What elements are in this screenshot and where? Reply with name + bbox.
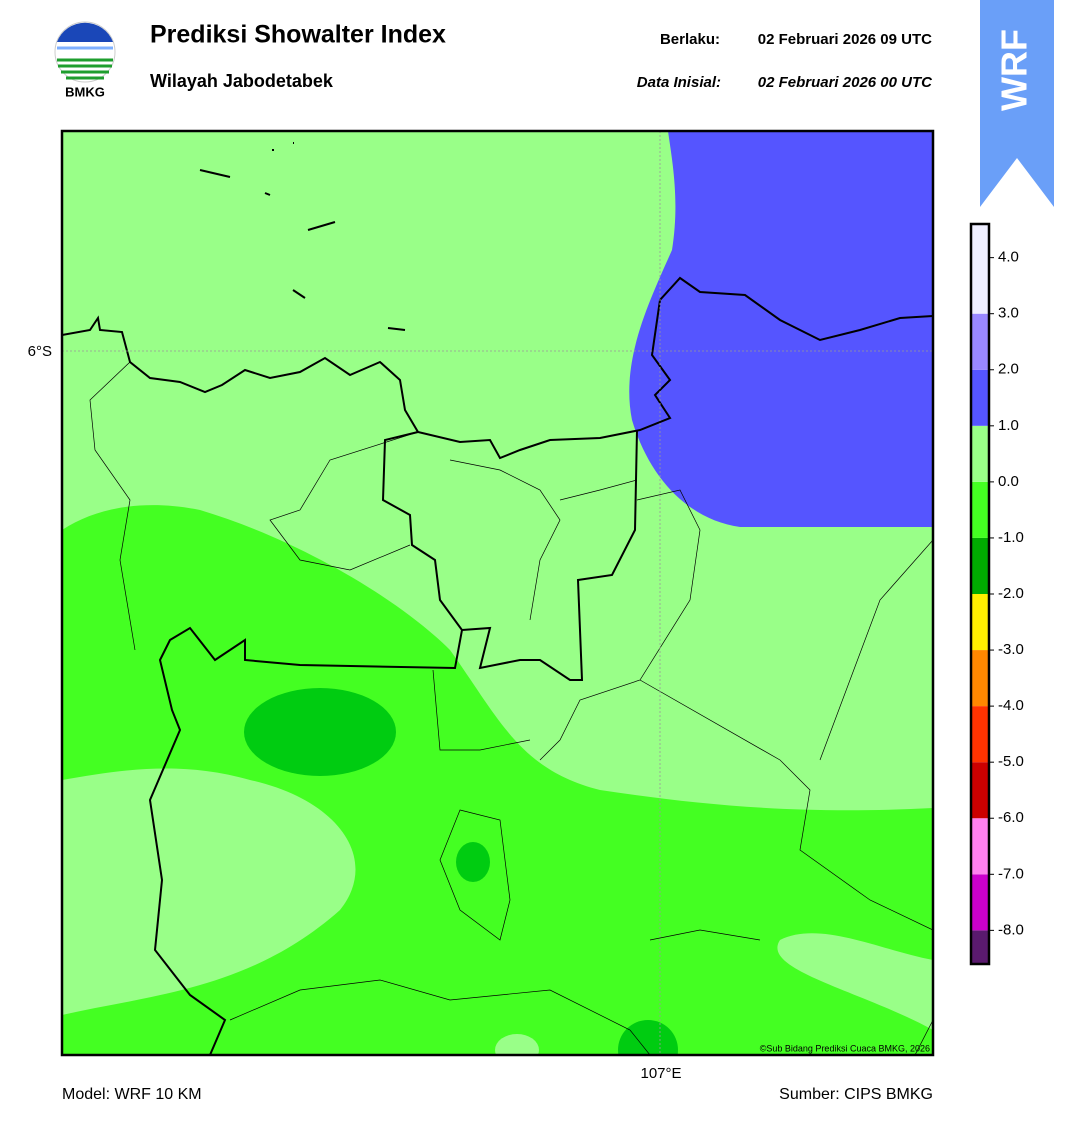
map: ©Sub Bidang Prediksi Cuaca BMKG, 2026 [60,129,935,1057]
tick-label: 1.0 [998,417,1019,434]
credit: ©Sub Bidang Prediksi Cuaca BMKG, 2026 [760,1043,930,1053]
subtitle: Wilayah Jabodetabek [150,71,334,91]
valid-label: Berlaku: [660,31,720,48]
init-label: Data Inisial: [637,74,721,91]
valid-time: 02 Februari 2026 09 UTC [758,31,932,48]
tick-label: 3.0 [998,305,1019,322]
logo: BMKG [54,21,116,99]
color-bin [971,762,989,819]
dark-green-area [618,1020,678,1055]
tick-label: 2.0 [998,361,1019,378]
province-border [148,431,464,1055]
tick-label: 4.0 [998,249,1019,266]
color-bin [971,594,989,651]
blue-region [629,131,933,527]
lat-label: 6°S [28,343,52,360]
tick-label: -8.0 [998,921,1024,938]
tick-label: -1.0 [998,529,1024,546]
island [199,142,406,331]
badge-text: WRF [994,29,1035,111]
light-area [495,1034,539,1055]
badge [980,0,1054,207]
tick-label: 0.0 [998,473,1019,490]
color-bin [971,706,989,763]
lon-label: 107°E [640,1065,681,1082]
tick-label: -2.0 [998,585,1024,602]
footer-model: Model: WRF 10 KM [62,1086,202,1103]
color-bin [971,818,989,875]
color-bin [971,537,989,594]
green-region [62,505,933,1055]
tick-label: -6.0 [998,809,1024,826]
color-bin [971,930,989,964]
init-time: 02 Februari 2026 00 UTC [758,74,933,91]
color-bin [971,874,989,931]
logo-text: BMKG [65,84,105,99]
color-bin [971,650,989,707]
title: Prediksi Showalter Index [150,21,446,49]
district-border [89,361,933,1055]
color-bin [971,425,989,482]
tick-label: -4.0 [998,697,1024,714]
tick-label: -3.0 [998,641,1024,658]
coastline [62,276,933,460]
color-bin [971,481,989,538]
color-bin [971,224,989,314]
tick-label: -7.0 [998,865,1024,882]
dark-green-area [244,688,396,776]
dark-green-area [456,842,490,882]
province-border [461,429,638,681]
color-bin [971,369,989,426]
tick-label: -5.0 [998,753,1024,770]
footer-source: Sumber: CIPS BMKG [779,1086,933,1103]
colorbar: 4.0 3.0 2.0 1.0 0.0 -1.0 -2.0 -3.0 -4.0 -5.0 -6.0 -… [969,222,1024,966]
color-bin [971,313,989,370]
